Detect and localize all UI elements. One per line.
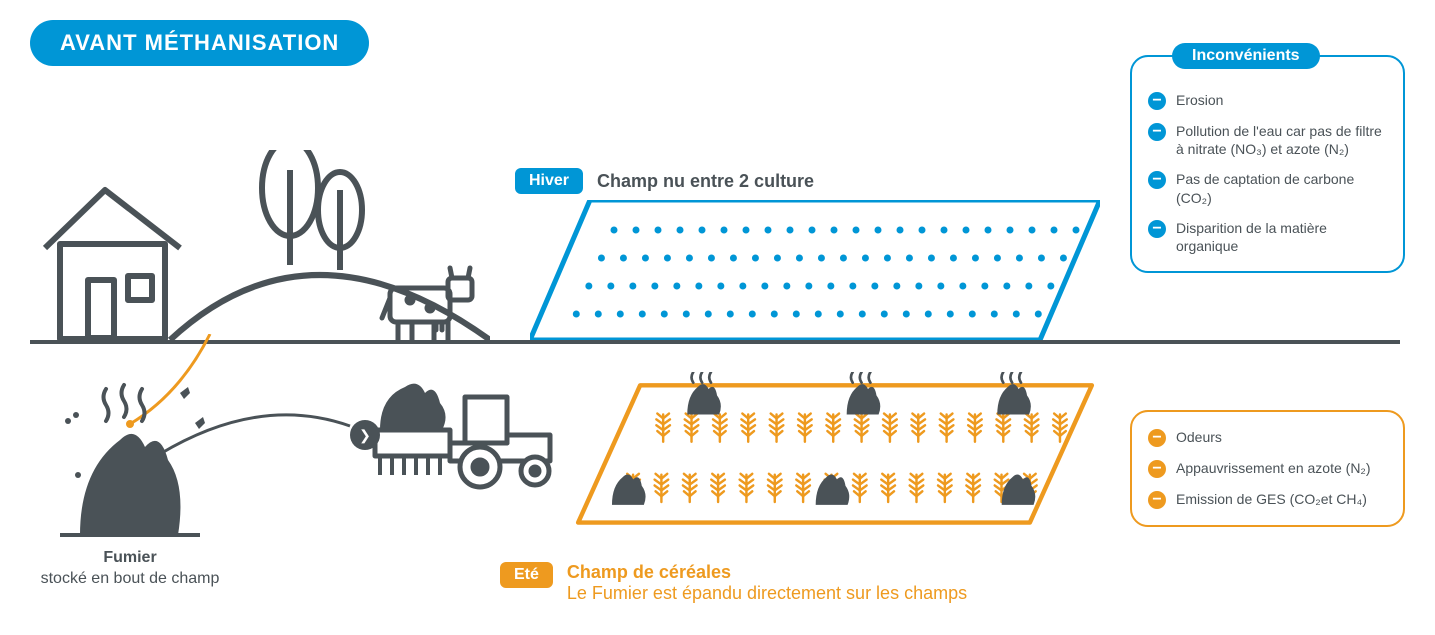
inconvenient-text: Pollution de l'eau car pas de filtre à n…: [1176, 122, 1387, 158]
summer-issue-item: − Emission de GES (CO₂et CH₄): [1148, 490, 1387, 509]
inconvenient-text: Erosion: [1176, 91, 1223, 110]
summer-field-title: Champ de céréales: [567, 562, 967, 583]
page-title: AVANT MÉTHANISATION: [30, 20, 369, 66]
summer-issue-text: Emission de GES (CO₂et CH₄): [1176, 490, 1367, 509]
summer-label-row: Eté Champ de céréales Le Fumier est épan…: [500, 562, 967, 604]
summer-issue-text: Appauvrissement en azote (N₂): [1176, 459, 1371, 478]
manure-title: Fumier: [103, 549, 156, 566]
ground-line: [30, 340, 1400, 344]
summer-issue-item: − Odeurs: [1148, 428, 1387, 447]
summer-issue-text: Odeurs: [1176, 428, 1222, 447]
summer-field-subtitle: Le Fumier est épandu directement sur les…: [567, 583, 967, 604]
inconvenient-item: − Erosion: [1148, 91, 1387, 110]
winter-label-row: Hiver Champ nu entre 2 culture: [515, 168, 814, 194]
minus-icon: −: [1148, 460, 1166, 478]
minus-icon: −: [1148, 171, 1166, 189]
inconvenient-item: − Disparition de la matière organique: [1148, 219, 1387, 255]
inconvenient-text: Pas de captation de carbone (CO₂): [1176, 170, 1387, 206]
manure-subcaption: stocké en bout de champ: [41, 570, 220, 587]
inconvenients-box: Inconvénients − Erosion − Pollution de l…: [1130, 55, 1405, 273]
summer-issues-box: − Odeurs − Appauvrissement en azote (N₂)…: [1130, 410, 1405, 527]
minus-icon: −: [1148, 491, 1166, 509]
minus-icon: −: [1148, 92, 1166, 110]
winter-season-pill: Hiver: [515, 168, 583, 194]
summer-issue-item: − Appauvrissement en azote (N₂): [1148, 459, 1387, 478]
minus-icon: −: [1148, 220, 1166, 238]
inconvenient-item: − Pas de captation de carbone (CO₂): [1148, 170, 1387, 206]
inconvenients-title: Inconvénients: [1172, 43, 1320, 69]
inconvenient-text: Disparition de la matière organique: [1176, 219, 1387, 255]
inconvenient-item: − Pollution de l'eau car pas de filtre à…: [1148, 122, 1387, 158]
winter-field-title: Champ nu entre 2 culture: [597, 171, 814, 192]
tractor-icon: [370, 375, 560, 495]
summer-season-pill: Eté: [500, 562, 553, 588]
summer-text: Champ de céréales Le Fumier est épandu d…: [567, 562, 967, 604]
minus-icon: −: [1148, 429, 1166, 447]
summer-field: [545, 372, 1125, 527]
farm-scene: [30, 150, 490, 350]
winter-field: [530, 200, 1100, 340]
manure-caption: Fumier stocké en bout de champ: [30, 548, 230, 590]
minus-icon: −: [1148, 123, 1166, 141]
manure-pile: [50, 375, 210, 550]
